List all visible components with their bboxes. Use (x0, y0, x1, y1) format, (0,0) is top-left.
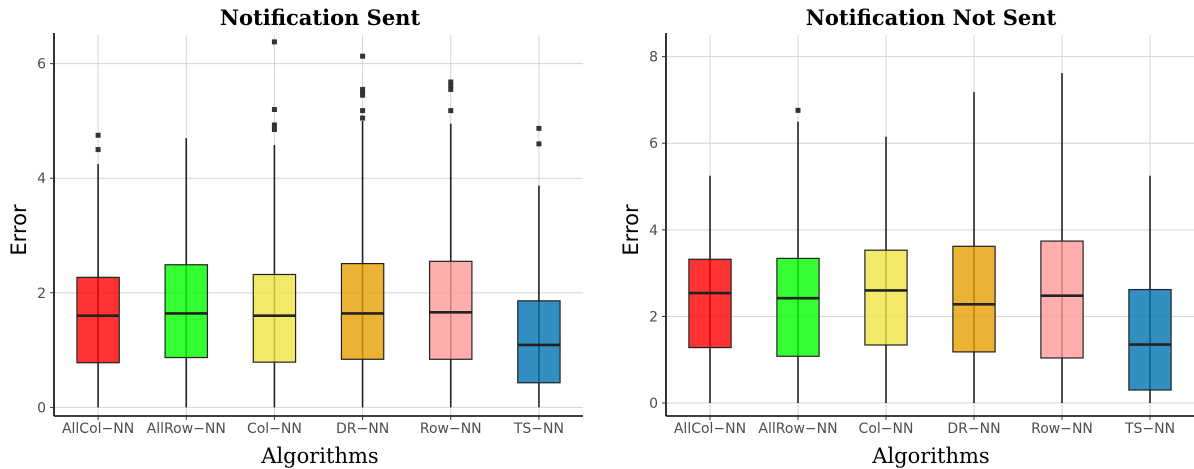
box-tsnn (517, 300, 561, 384)
outlier-point (271, 39, 277, 45)
outlier-point (536, 141, 542, 147)
box-allrownn (164, 264, 209, 359)
outlier-point (448, 79, 454, 85)
x-tick-label: Col−NN (859, 421, 914, 437)
chart-title: Notification Not Sent (806, 5, 1057, 30)
outlier-point (95, 147, 101, 153)
outlier-point (95, 132, 101, 138)
outlier-point (795, 107, 801, 113)
box-rownn (1040, 240, 1084, 359)
x-tick-label: TS−NN (513, 421, 564, 437)
outlier-point (448, 86, 454, 92)
outlier-point (271, 127, 277, 133)
outlier-point (360, 53, 366, 59)
x-axis-label: Algorithms (260, 444, 378, 468)
boxes (688, 73, 1172, 404)
x-tick-label: AllRow−NN (758, 421, 837, 437)
box-allcolnn (688, 258, 732, 349)
x-tick-label: AllCol−NN (674, 421, 746, 437)
outlier-point (536, 125, 542, 131)
y-tick-label: 0 (37, 400, 46, 416)
box-allrownn (776, 257, 820, 357)
outlier-point (448, 108, 454, 114)
outlier-point (360, 89, 366, 95)
outlier-point (360, 108, 366, 114)
box-colnn (864, 249, 908, 346)
box-drnn (340, 263, 385, 360)
x-tick-label: DR−NN (336, 421, 389, 437)
box-drnn (952, 245, 996, 353)
x-tick-label: TS−NN (1124, 421, 1175, 437)
y-tick-label: 6 (37, 57, 46, 73)
x-tick-label: Col−NN (247, 421, 302, 437)
x-tick-label: Row−NN (420, 421, 482, 437)
outlier-point (271, 106, 277, 112)
box-colnn (252, 273, 297, 363)
y-tick-label: 6 (649, 136, 658, 152)
chart-notification-not-sent: Notification Not Sent Error Algorithms 0… (597, 0, 1194, 469)
y-tick-label: 4 (649, 223, 658, 239)
outlier-point (360, 115, 366, 121)
x-tick-label: Row−NN (1031, 421, 1093, 437)
gridlines (666, 35, 1194, 416)
chart-title: Notification Sent (220, 5, 421, 30)
y-tick-label: 4 (37, 171, 46, 187)
y-tick-label: 0 (649, 396, 658, 412)
y-tick-label: 2 (37, 286, 46, 302)
box-allcolnn (76, 276, 120, 364)
x-axis-label: Algorithms (871, 444, 989, 468)
gridlines (54, 35, 583, 416)
chart-svg-notification-not-sent: Notification Not Sent Error Algorithms 0… (619, 5, 1194, 468)
y-tick-label: 2 (649, 309, 658, 325)
y-tick-label: 8 (649, 50, 658, 66)
outlier-point (448, 82, 454, 88)
chart-svg-notification-sent: Notification Sent Error Algorithms 0 2 4 6 A… (7, 5, 583, 468)
boxes (76, 39, 561, 408)
box-tsnn (1128, 288, 1172, 391)
y-axis-label: Error (619, 204, 643, 256)
box-rownn (428, 260, 473, 360)
x-tick-label: AllCol−NN (62, 421, 134, 437)
y-axis-label: Error (7, 204, 31, 256)
chart-notification-sent: Notification Sent Error Algorithms 0 2 4 6 A… (7, 5, 583, 468)
outlier-point (360, 86, 366, 92)
outlier-point (360, 92, 366, 98)
outlier-point (271, 122, 277, 128)
x-tick-label: AllRow−NN (147, 421, 226, 437)
x-tick-label: DR−NN (947, 421, 1000, 437)
